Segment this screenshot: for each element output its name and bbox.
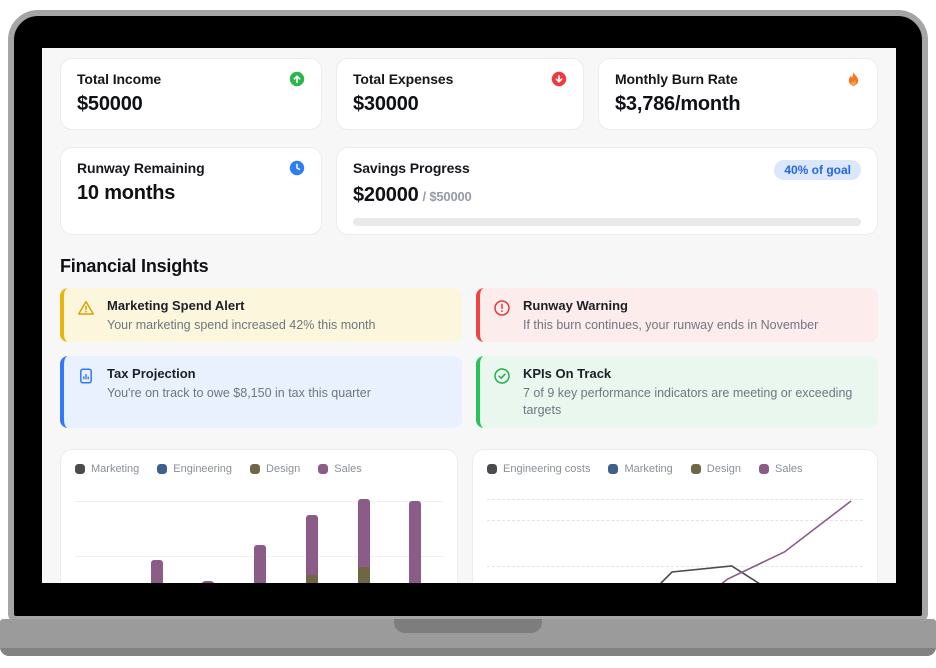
- savings-current: $20000: [353, 184, 419, 206]
- legend-label: Engineering costs: [503, 462, 591, 475]
- insight-kpis-on-track: KPIs On Track 7 of 9 key performance ind…: [476, 356, 878, 428]
- burn-rate-label: Monthly Burn Rate: [615, 71, 738, 87]
- insight-description: 7 of 9 key performance indicators are me…: [523, 385, 853, 417]
- total-income-value: $50000: [77, 93, 143, 115]
- runway-label: Runway Remaining: [77, 160, 205, 176]
- arrow-up-circle-icon: [289, 71, 305, 87]
- legend-swatch-icon: [608, 463, 619, 474]
- total-income-label: Total Income: [77, 71, 162, 87]
- stacked-bar: [254, 544, 267, 583]
- legend-swatch-icon: [157, 463, 168, 474]
- burn-rate-value: $3,786/month: [615, 93, 741, 115]
- legend-item[interactable]: Marketing: [608, 462, 673, 475]
- check-circle-icon: [494, 368, 510, 385]
- legend-swatch-icon: [759, 463, 770, 474]
- bar-segment: [305, 574, 318, 583]
- insight-description: Your marketing spend increased 42% this …: [107, 317, 376, 332]
- bar-chart-legend: Marketing Engineering Design Sales: [75, 463, 443, 475]
- savings-value: $20000/ $50000: [353, 184, 861, 207]
- legend-label: Engineering: [173, 462, 233, 475]
- arrow-down-circle-icon: [551, 71, 567, 87]
- legend-item[interactable]: Engineering costs: [487, 463, 590, 475]
- insight-description: If this burn continues, your runway ends…: [523, 317, 819, 332]
- flame-icon: [848, 71, 859, 87]
- clock-icon: [289, 160, 305, 176]
- alert-circle-icon: [494, 300, 510, 316]
- savings-label: Savings Progress: [353, 160, 470, 176]
- legend-item[interactable]: Marketing: [75, 463, 139, 475]
- insight-title: KPIs On Track: [523, 366, 612, 382]
- bar-segment: [305, 514, 318, 575]
- bar-segment: [150, 559, 163, 583]
- burn-rate-card: Monthly Burn Rate $3,786/month: [598, 58, 878, 130]
- legend-label: Design: [706, 462, 742, 475]
- costs-line-chart-card: Engineering costs Marketing Design Sales: [472, 448, 878, 583]
- savings-progress-bar: [353, 218, 861, 226]
- stacked-bar: [150, 559, 163, 583]
- legend-label: Sales: [334, 462, 362, 475]
- legend-item[interactable]: Design: [690, 462, 742, 475]
- line-chart-legend: Engineering costs Marketing Design Sales: [487, 463, 863, 475]
- legend-swatch-icon: [690, 463, 701, 474]
- line-series-sales: [720, 500, 852, 583]
- stacked-bar: [409, 500, 422, 583]
- dashboard-screen: Total Income $50000 Total Expenses: [42, 48, 896, 583]
- insight-description: You're on track to owe $8,150 in tax thi…: [107, 385, 371, 400]
- savings-progress-card: Savings Progress 40% of goal $20000/ $50…: [336, 147, 878, 235]
- financial-insights-heading: Financial Insights: [60, 256, 209, 276]
- stacked-bar: [202, 580, 215, 583]
- insight-title: Tax Projection: [107, 366, 196, 382]
- document-chart-icon: [80, 368, 92, 384]
- goal-percent-badge: 40% of goal: [774, 160, 861, 180]
- insight-marketing-spend-alert: Marketing Spend Alert Your marketing spe…: [60, 288, 462, 343]
- bar-segment: [202, 580, 215, 583]
- savings-goal: / $50000: [422, 189, 472, 204]
- legend-item[interactable]: Sales: [318, 463, 362, 475]
- line-series-engineering-costs: [659, 564, 761, 583]
- legend-swatch-icon: [75, 463, 85, 474]
- legend-item[interactable]: Sales: [759, 463, 803, 475]
- stacked-bar: [357, 498, 370, 583]
- bar-segment: [357, 566, 370, 583]
- legend-label: Sales: [775, 462, 803, 475]
- runway-value: 10 months: [77, 182, 176, 204]
- legend-label: Marketing: [91, 462, 140, 475]
- insight-title: Runway Warning: [523, 298, 628, 313]
- insight-tax-projection: Tax Projection You're on track to owe $8…: [60, 356, 462, 428]
- insight-title: Marketing Spend Alert: [107, 298, 245, 313]
- stacked-bar: [305, 514, 318, 583]
- legend-swatch-icon: [318, 463, 329, 474]
- legend-swatch-icon: [487, 463, 498, 474]
- warning-triangle-icon: [77, 300, 95, 315]
- runway-card: Runway Remaining 10 months: [60, 147, 322, 235]
- bar-segment: [357, 498, 370, 567]
- legend-item[interactable]: Engineering: [157, 463, 232, 475]
- line-chart: [487, 483, 863, 583]
- legend-item[interactable]: Design: [250, 463, 300, 475]
- legend-label: Design: [266, 462, 301, 475]
- laptop-base: [0, 619, 936, 656]
- expenses-bar-chart-card: Marketing Engineering Design Sales: [60, 448, 459, 583]
- bar-segment: [409, 500, 422, 583]
- legend-swatch-icon: [250, 463, 261, 474]
- stacked-bar-chart: [75, 483, 444, 583]
- total-expenses-label: Total Expenses: [353, 71, 454, 87]
- insight-runway-warning: Runway Warning If this burn continues, y…: [476, 288, 878, 343]
- total-expenses-value: $30000: [353, 93, 419, 115]
- total-income-card: Total Income $50000: [60, 58, 322, 130]
- laptop-notch: [394, 619, 542, 633]
- total-expenses-card: Total Expenses $30000: [336, 58, 584, 130]
- legend-label: Marketing: [624, 462, 673, 475]
- bar-segment: [254, 544, 267, 583]
